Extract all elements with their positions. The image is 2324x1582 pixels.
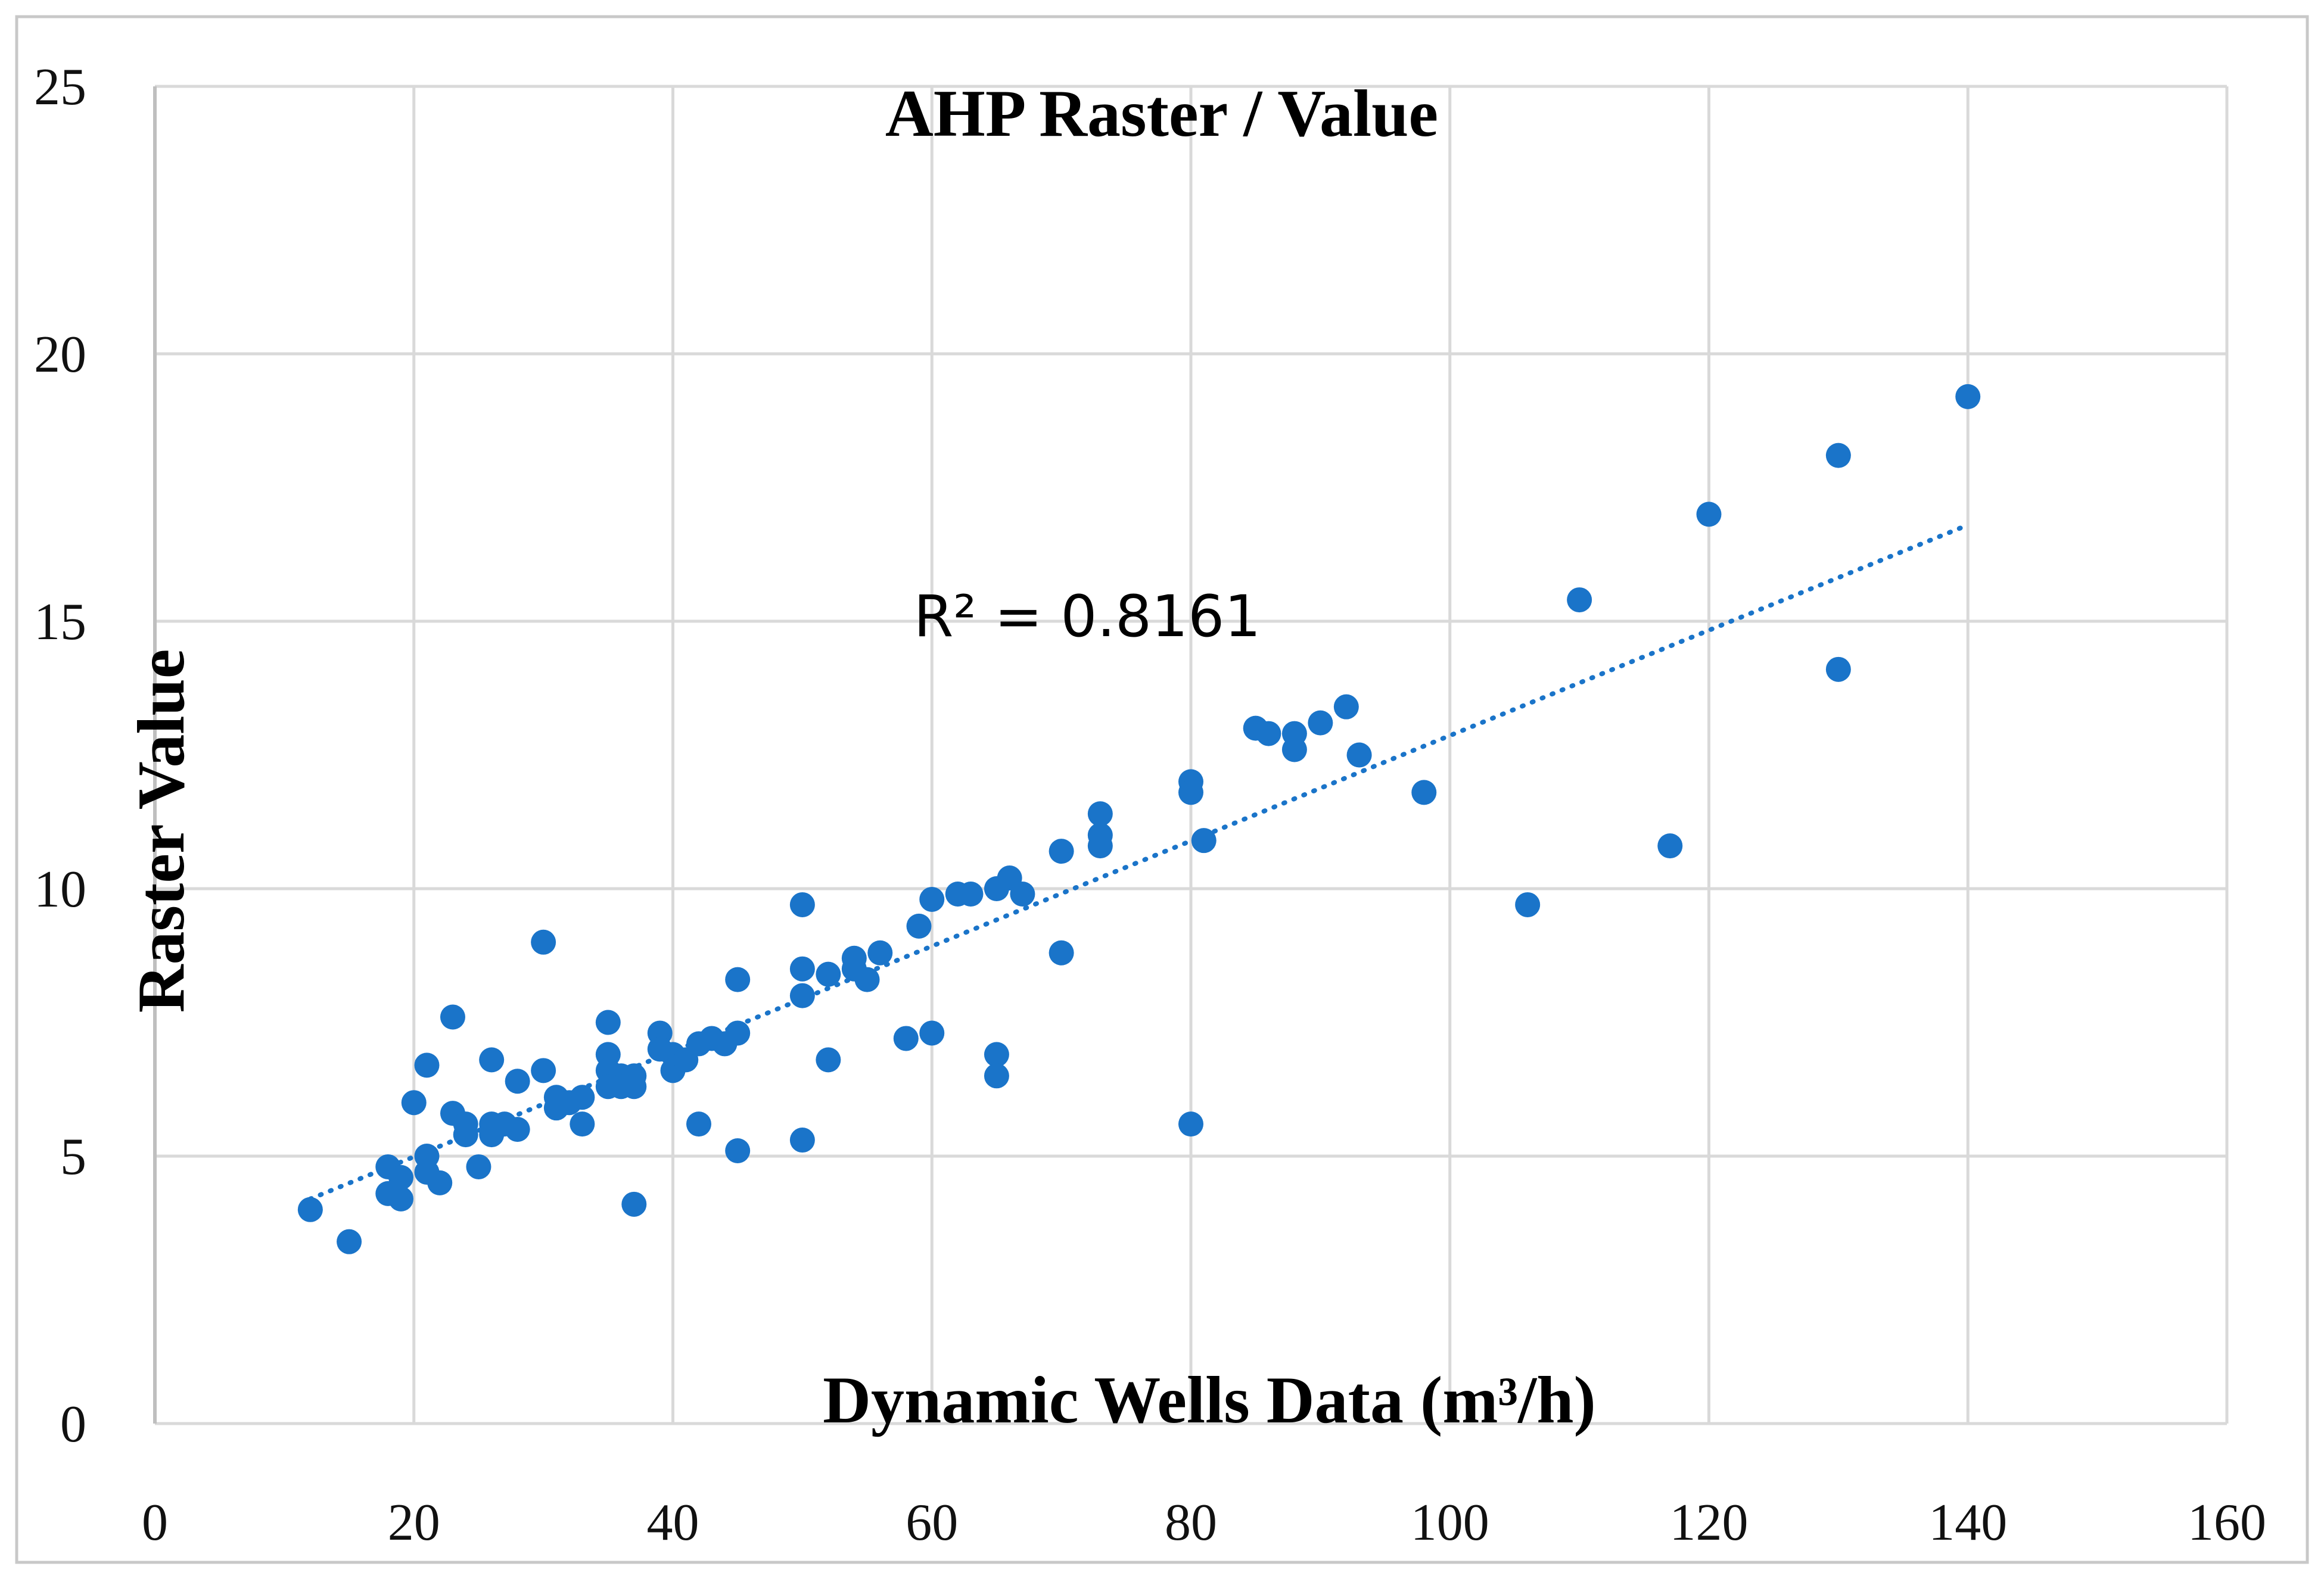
- data-point-4: [388, 1164, 414, 1190]
- data-point-37: [621, 1191, 647, 1217]
- data-point-94: [1955, 384, 1981, 409]
- data-point-49: [725, 1138, 751, 1164]
- data-point-72: [1049, 940, 1074, 966]
- data-point-88: [1515, 892, 1541, 917]
- y-tick-label-3: 15: [34, 593, 86, 651]
- x-tick-label-4: 80: [1165, 1494, 1217, 1552]
- data-point-68: [984, 1063, 1009, 1089]
- data-point-27: [570, 1085, 595, 1110]
- x-tick-label-6: 120: [1670, 1494, 1749, 1552]
- data-point-59: [867, 940, 893, 966]
- data-point-73: [1087, 801, 1113, 827]
- data-point-83: [1281, 737, 1307, 762]
- data-point-84: [1308, 710, 1333, 736]
- data-point-62: [919, 886, 945, 912]
- y-tick-label-5: 25: [34, 58, 86, 116]
- data-point-29: [595, 1010, 621, 1035]
- data-point-85: [1333, 694, 1359, 720]
- data-point-77: [1178, 780, 1203, 805]
- data-point-60: [893, 1026, 919, 1051]
- data-points: [297, 384, 1981, 1254]
- data-point-23: [531, 1058, 556, 1083]
- x-tick-label-2: 40: [647, 1494, 699, 1552]
- y-tick-label-1: 5: [60, 1128, 86, 1186]
- data-point-87: [1411, 780, 1437, 805]
- data-point-71: [1049, 839, 1074, 864]
- y-tick-label-0: 0: [60, 1396, 86, 1453]
- tick-labels: 0 20 40 60 80 100 120 140 160 0 5 10 15 20 25: [34, 58, 2266, 1552]
- data-point-89: [1567, 587, 1592, 613]
- data-point-47: [725, 967, 751, 992]
- chart-title: AHP Raster / Value: [885, 77, 1438, 151]
- data-point-91: [1696, 502, 1722, 527]
- x-tick-label-5: 100: [1411, 1494, 1489, 1552]
- gridlines: [153, 85, 2229, 1425]
- data-point-67: [984, 1042, 1009, 1067]
- data-point-44: [686, 1111, 711, 1137]
- data-point-78: [1178, 1111, 1203, 1137]
- data-point-21: [505, 1117, 530, 1142]
- data-point-54: [816, 961, 841, 987]
- y-tick-label-4: 20: [34, 326, 86, 384]
- r-squared-annotation: R² = 0.8161: [914, 583, 1261, 650]
- x-tick-label-8: 160: [2188, 1494, 2266, 1552]
- data-point-22: [531, 929, 556, 955]
- data-point-1: [337, 1229, 362, 1254]
- data-point-53: [789, 1128, 815, 1153]
- data-point-6: [401, 1090, 427, 1116]
- data-point-92: [1825, 443, 1851, 468]
- data-point-86: [1346, 742, 1372, 768]
- data-point-51: [789, 956, 815, 982]
- data-point-75: [1087, 833, 1113, 859]
- data-point-36: [621, 1074, 647, 1100]
- x-tick-label-7: 140: [1928, 1494, 2007, 1552]
- data-point-50: [789, 892, 815, 917]
- x-tick-label-0: 0: [142, 1494, 168, 1552]
- data-point-63: [919, 1020, 945, 1046]
- data-point-52: [789, 983, 815, 1008]
- data-point-20: [505, 1069, 530, 1094]
- x-tick-label-1: 20: [388, 1494, 440, 1552]
- x-tick-label-3: 60: [906, 1494, 958, 1552]
- data-point-55: [816, 1047, 841, 1073]
- data-point-11: [440, 1004, 465, 1030]
- data-point-61: [906, 913, 932, 939]
- data-point-58: [854, 967, 880, 992]
- data-point-15: [466, 1154, 491, 1179]
- data-point-0: [297, 1197, 323, 1222]
- data-point-5: [388, 1186, 414, 1212]
- y-tick-label-2: 10: [34, 861, 86, 918]
- data-point-79: [1191, 828, 1217, 854]
- data-point-48: [725, 1020, 751, 1046]
- data-point-70: [1010, 881, 1035, 907]
- data-point-65: [958, 881, 984, 907]
- data-point-81: [1256, 721, 1281, 746]
- y-axis-label: Raster Value: [125, 649, 198, 1013]
- data-point-7: [414, 1052, 440, 1078]
- data-point-14: [453, 1122, 478, 1148]
- data-point-10: [427, 1170, 453, 1195]
- data-point-90: [1657, 833, 1683, 859]
- data-point-28: [570, 1111, 595, 1137]
- chart-frame: [15, 15, 2309, 1564]
- x-axis-label: Dynamic Wells Data (m³/h): [823, 1363, 1596, 1437]
- data-point-16: [479, 1047, 505, 1073]
- data-point-93: [1825, 656, 1851, 682]
